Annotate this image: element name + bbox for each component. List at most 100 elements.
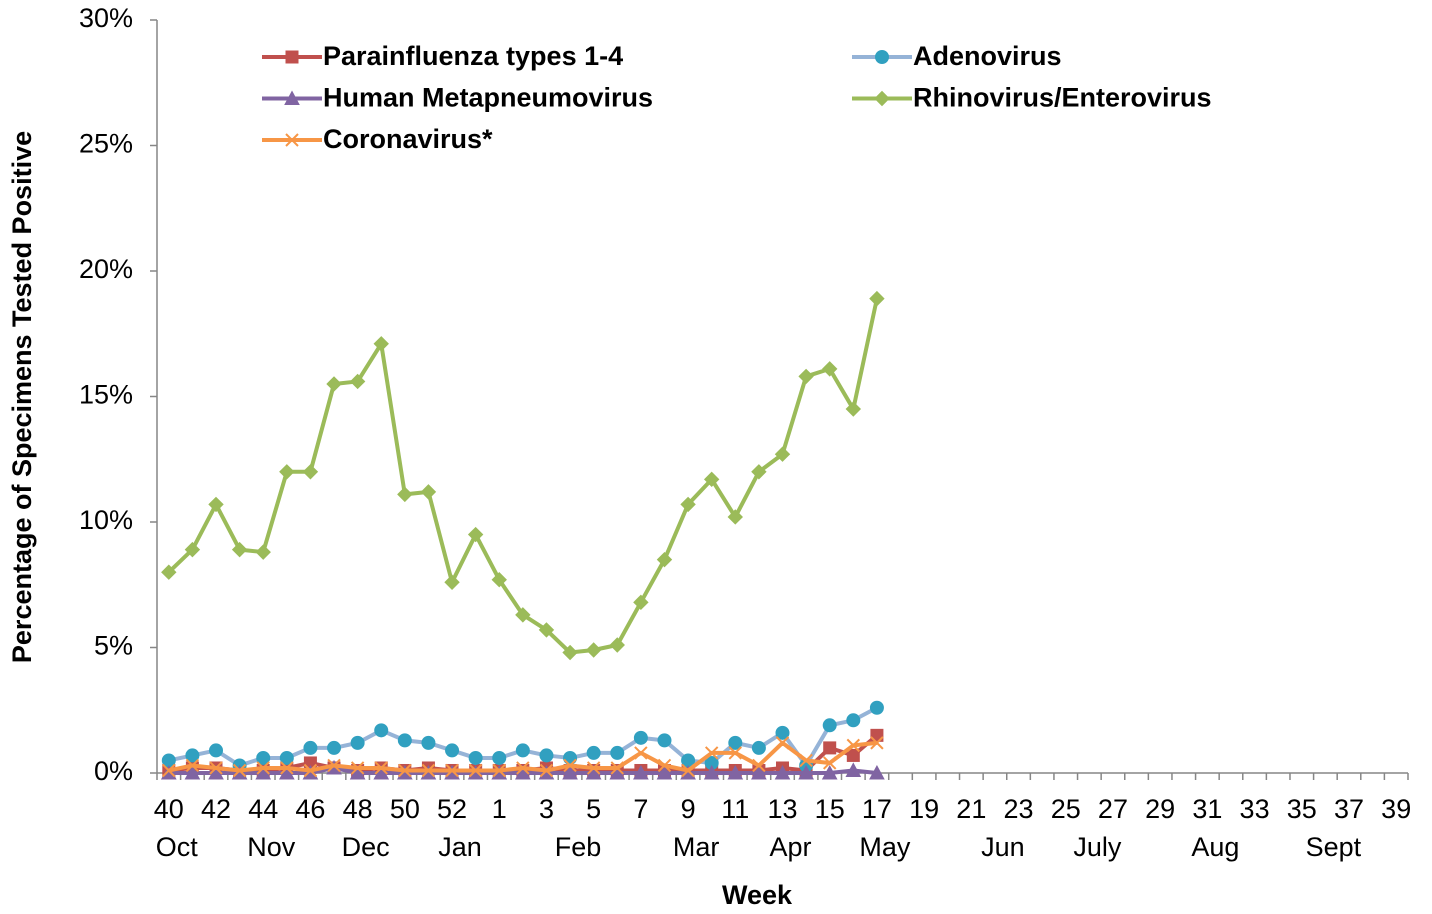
marker <box>161 564 177 580</box>
marker <box>398 763 412 778</box>
marker <box>681 763 695 778</box>
marker <box>821 764 838 780</box>
x-tick-label: 33 <box>1240 794 1270 824</box>
x-tick-label: 44 <box>248 794 278 824</box>
marker <box>728 746 742 760</box>
marker <box>491 764 508 780</box>
marker <box>703 471 720 488</box>
marker <box>326 376 342 392</box>
marker <box>420 764 437 780</box>
x-tick-label: 5 <box>586 794 601 824</box>
x-tick-label: 25 <box>1051 794 1081 824</box>
marker <box>869 290 885 307</box>
marker <box>610 745 625 760</box>
x-tick-label: 39 <box>1381 794 1411 824</box>
marker <box>255 544 271 560</box>
marker <box>421 763 436 778</box>
marker <box>491 572 507 588</box>
marker <box>562 764 578 780</box>
legend-item: Human Metapneumovirus <box>262 83 653 113</box>
x-tick-label: 9 <box>681 794 696 824</box>
marker <box>302 764 319 780</box>
marker <box>349 373 366 390</box>
marker <box>585 642 602 658</box>
marker <box>539 763 554 778</box>
marker <box>444 574 460 590</box>
marker <box>633 764 649 780</box>
marker <box>468 750 483 765</box>
marker <box>468 763 483 778</box>
marker <box>634 746 648 760</box>
marker <box>492 763 506 778</box>
month-label: Nov <box>247 832 296 862</box>
series-line <box>167 298 879 655</box>
marker <box>256 750 271 765</box>
marker <box>657 758 672 773</box>
marker <box>680 496 696 513</box>
y-tick-label: 10% <box>79 505 133 535</box>
legend-label: Human Metapneumovirus <box>323 83 653 113</box>
marker <box>845 401 862 417</box>
marker <box>209 761 223 775</box>
x-tick-label: 42 <box>201 794 231 824</box>
month-label: Apr <box>769 832 811 862</box>
marker <box>869 700 884 715</box>
x-tick-label: 35 <box>1287 794 1317 824</box>
marker <box>280 761 294 775</box>
x-tick-label: 3 <box>539 794 554 824</box>
month-label: Jan <box>438 832 482 862</box>
marker <box>774 446 791 462</box>
marker <box>231 764 248 780</box>
x-tick-label: 1 <box>492 794 507 824</box>
marker <box>285 50 299 64</box>
marker <box>232 763 247 778</box>
legend-item: Rhinovirus/Enterovirus <box>852 83 1212 113</box>
marker <box>823 756 837 770</box>
y-tick-label: 0% <box>94 756 133 786</box>
marker <box>798 368 814 385</box>
marker <box>822 718 837 733</box>
marker <box>846 748 860 762</box>
marker <box>610 761 624 775</box>
marker <box>185 758 200 773</box>
marker <box>279 750 294 765</box>
marker <box>563 750 578 765</box>
month-label: July <box>1073 832 1122 862</box>
marker <box>823 741 837 755</box>
marker <box>515 743 530 758</box>
legend-label: Parainfluenza types 1-4 <box>323 41 623 71</box>
marker <box>256 761 270 775</box>
marker <box>727 764 744 780</box>
marker <box>303 740 318 755</box>
marker <box>184 764 201 780</box>
marker <box>445 763 459 778</box>
marker <box>798 764 814 780</box>
x-tick-label: 21 <box>956 794 986 824</box>
marker <box>467 526 484 543</box>
marker <box>609 637 625 653</box>
x-tick-label: 37 <box>1334 794 1364 824</box>
marker <box>799 753 813 768</box>
marker <box>680 764 696 780</box>
y-tick-label: 20% <box>79 254 133 284</box>
series <box>160 759 885 780</box>
marker <box>231 541 248 558</box>
x-tick-label: 29 <box>1145 794 1175 824</box>
x-tick-label: 27 <box>1098 794 1128 824</box>
marker <box>160 764 177 780</box>
x-tick-label: 48 <box>343 794 373 824</box>
x-tick-label: 23 <box>1004 794 1034 824</box>
x-tick-label: 31 <box>1192 794 1222 824</box>
x-tick-label: 7 <box>633 794 648 824</box>
marker <box>538 764 555 780</box>
marker <box>657 733 672 748</box>
marker <box>586 761 601 775</box>
marker <box>752 758 766 773</box>
marker <box>303 763 318 778</box>
y-tick-label: 5% <box>94 631 133 661</box>
marker <box>444 764 460 780</box>
marker <box>420 484 437 500</box>
marker <box>327 758 341 773</box>
marker <box>775 736 790 750</box>
marker <box>350 735 365 750</box>
